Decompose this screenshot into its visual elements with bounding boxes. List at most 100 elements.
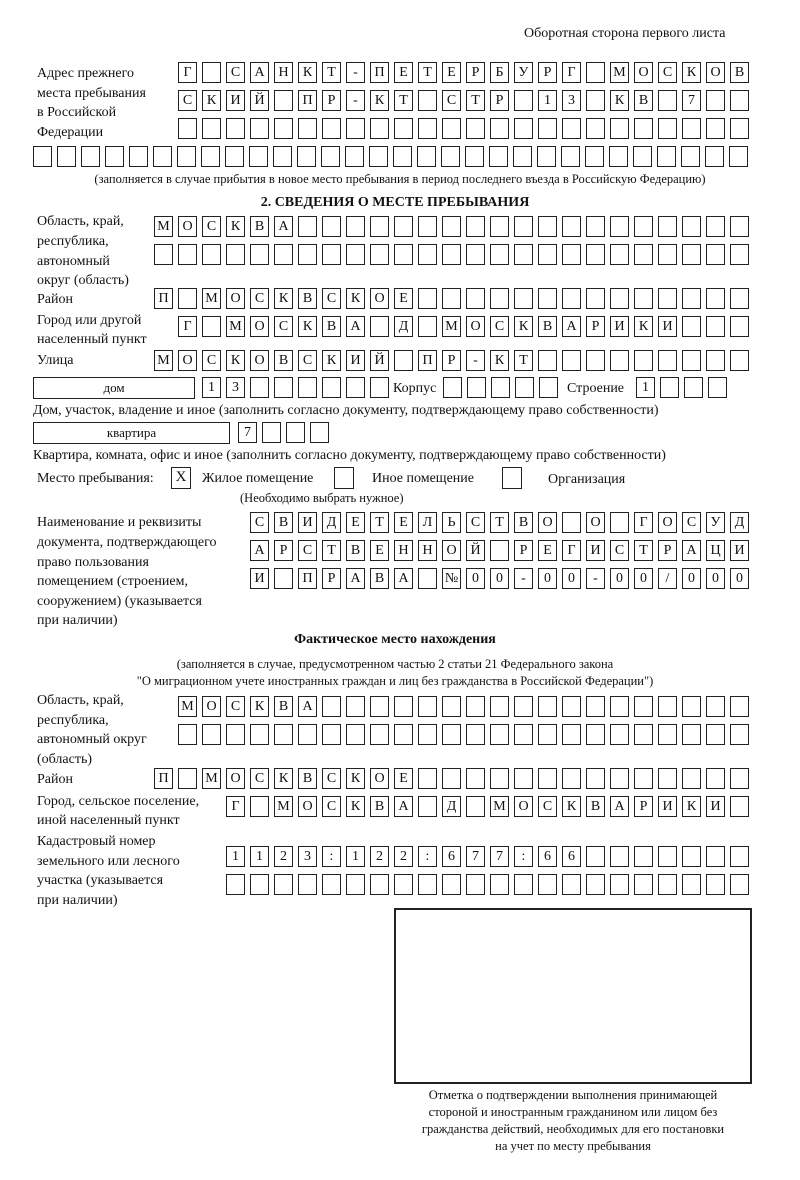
char-cell[interactable]: С: [322, 768, 341, 789]
house-type-field[interactable]: дом: [33, 377, 195, 399]
char-cell[interactable]: [491, 377, 510, 398]
char-cell[interactable]: К: [298, 62, 317, 83]
char-cell[interactable]: [310, 422, 329, 443]
char-cell[interactable]: Н: [394, 540, 413, 561]
char-cell[interactable]: [443, 377, 462, 398]
char-cell[interactable]: И: [250, 568, 269, 589]
char-cell[interactable]: [370, 316, 389, 337]
char-cell[interactable]: Т: [394, 90, 413, 111]
char-cell[interactable]: А: [346, 568, 365, 589]
char-cell[interactable]: [658, 244, 677, 265]
char-cell[interactable]: [562, 874, 581, 895]
char-cell[interactable]: [682, 216, 701, 237]
char-cell[interactable]: А: [610, 796, 629, 817]
char-cell[interactable]: Р: [634, 796, 653, 817]
char-cell[interactable]: [345, 146, 364, 167]
char-cell[interactable]: Е: [394, 62, 413, 83]
char-cell[interactable]: [418, 724, 437, 745]
char-cell[interactable]: 0: [682, 568, 701, 589]
char-cell[interactable]: [682, 316, 701, 337]
char-cell[interactable]: А: [250, 540, 269, 561]
char-cell[interactable]: [202, 244, 221, 265]
char-cell[interactable]: [250, 377, 269, 398]
char-cell[interactable]: А: [394, 796, 413, 817]
char-cell[interactable]: [154, 244, 173, 265]
char-cell[interactable]: О: [202, 696, 221, 717]
char-cell[interactable]: [418, 316, 437, 337]
char-cell[interactable]: [706, 846, 725, 867]
char-cell[interactable]: [634, 724, 653, 745]
char-cell[interactable]: [538, 244, 557, 265]
char-cell[interactable]: [490, 244, 509, 265]
char-cell[interactable]: 3: [298, 846, 317, 867]
char-cell[interactable]: В: [634, 90, 653, 111]
char-cell[interactable]: [562, 288, 581, 309]
char-cell[interactable]: И: [658, 796, 677, 817]
char-cell[interactable]: [537, 146, 556, 167]
char-cell[interactable]: [634, 768, 653, 789]
char-cell[interactable]: [562, 118, 581, 139]
char-cell[interactable]: [346, 216, 365, 237]
char-cell[interactable]: [394, 216, 413, 237]
char-cell[interactable]: О: [178, 350, 197, 371]
char-cell[interactable]: А: [250, 62, 269, 83]
char-cell[interactable]: -: [586, 568, 605, 589]
char-cell[interactable]: А: [682, 540, 701, 561]
char-cell[interactable]: [178, 244, 197, 265]
char-cell[interactable]: [562, 724, 581, 745]
char-cell[interactable]: Р: [586, 316, 605, 337]
char-cell[interactable]: 6: [538, 846, 557, 867]
char-cell[interactable]: П: [370, 62, 389, 83]
char-cell[interactable]: [202, 118, 221, 139]
char-cell[interactable]: Е: [346, 512, 365, 533]
char-cell[interactable]: В: [586, 796, 605, 817]
char-cell[interactable]: О: [250, 350, 269, 371]
char-cell[interactable]: [57, 146, 76, 167]
char-cell[interactable]: 6: [442, 846, 461, 867]
organization-checkbox[interactable]: [502, 467, 522, 489]
char-cell[interactable]: С: [250, 512, 269, 533]
char-cell[interactable]: 0: [730, 568, 749, 589]
char-cell[interactable]: [586, 768, 605, 789]
char-cell[interactable]: А: [298, 696, 317, 717]
char-cell[interactable]: [370, 377, 389, 398]
char-cell[interactable]: С: [178, 90, 197, 111]
char-cell[interactable]: [274, 724, 293, 745]
char-cell[interactable]: [562, 696, 581, 717]
char-cell[interactable]: [273, 146, 292, 167]
char-cell[interactable]: [586, 62, 605, 83]
char-cell[interactable]: Р: [490, 90, 509, 111]
char-cell[interactable]: [442, 724, 461, 745]
char-cell[interactable]: [322, 244, 341, 265]
char-cell[interactable]: О: [658, 512, 677, 533]
char-cell[interactable]: М: [154, 350, 173, 371]
char-cell[interactable]: [393, 146, 412, 167]
char-cell[interactable]: О: [178, 216, 197, 237]
char-cell[interactable]: [706, 118, 725, 139]
char-cell[interactable]: [226, 874, 245, 895]
char-cell[interactable]: С: [322, 288, 341, 309]
char-cell[interactable]: :: [514, 846, 533, 867]
char-cell[interactable]: М: [490, 796, 509, 817]
char-cell[interactable]: О: [226, 288, 245, 309]
char-cell[interactable]: П: [418, 350, 437, 371]
char-cell[interactable]: К: [610, 90, 629, 111]
char-cell[interactable]: [394, 724, 413, 745]
char-cell[interactable]: [634, 288, 653, 309]
char-cell[interactable]: [682, 244, 701, 265]
char-cell[interactable]: [538, 118, 557, 139]
char-cell[interactable]: [514, 216, 533, 237]
char-cell[interactable]: [417, 146, 436, 167]
char-cell[interactable]: [202, 316, 221, 337]
char-cell[interactable]: [346, 724, 365, 745]
char-cell[interactable]: [370, 216, 389, 237]
char-cell[interactable]: [322, 377, 341, 398]
char-cell[interactable]: [730, 768, 749, 789]
char-cell[interactable]: [418, 696, 437, 717]
char-cell[interactable]: [226, 118, 245, 139]
char-cell[interactable]: -: [346, 62, 365, 83]
char-cell[interactable]: [105, 146, 124, 167]
char-cell[interactable]: Ь: [442, 512, 461, 533]
char-cell[interactable]: [394, 350, 413, 371]
char-cell[interactable]: Н: [418, 540, 437, 561]
